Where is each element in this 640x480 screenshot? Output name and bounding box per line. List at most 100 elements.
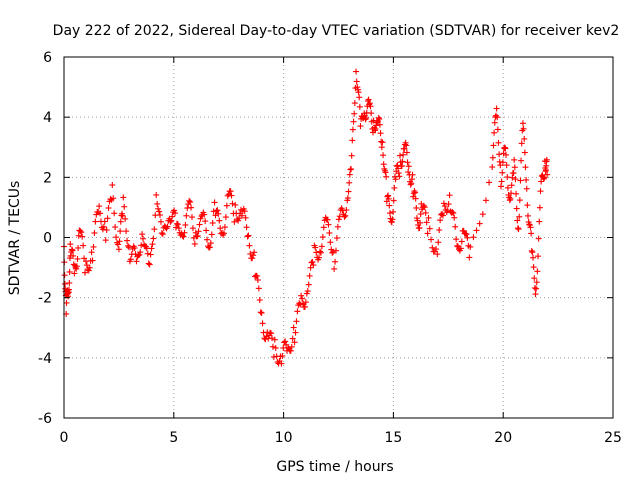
data-point <box>518 157 525 164</box>
y-tick-label: -2 <box>38 291 52 307</box>
data-point <box>407 181 414 188</box>
data-point <box>433 246 440 253</box>
data-point <box>444 207 451 214</box>
data-point <box>66 268 73 275</box>
data-point <box>258 309 265 316</box>
data-point <box>357 123 364 130</box>
data-point <box>521 135 528 142</box>
data-point <box>191 240 198 247</box>
data-point <box>436 226 443 233</box>
data-point <box>368 110 375 117</box>
data-point <box>378 138 385 145</box>
data-point <box>543 156 550 163</box>
data-point <box>378 144 385 151</box>
data-point <box>104 215 111 222</box>
y-tick-label: 2 <box>43 170 52 186</box>
data-point <box>408 180 415 187</box>
data-point <box>386 202 393 209</box>
data-point <box>385 192 392 199</box>
data-point <box>540 175 547 182</box>
data-point <box>247 250 254 257</box>
data-point <box>216 217 223 224</box>
data-point <box>70 261 77 268</box>
data-point <box>70 252 77 259</box>
data-point <box>526 221 533 228</box>
data-point <box>208 231 215 238</box>
data-point <box>398 162 405 169</box>
data-point <box>91 229 98 236</box>
data-point <box>506 197 513 204</box>
data-point <box>494 126 501 133</box>
data-point <box>377 130 384 137</box>
data-point <box>420 202 427 209</box>
data-point <box>310 262 317 269</box>
data-point <box>524 202 531 209</box>
data-point <box>425 214 432 221</box>
data-point <box>116 238 123 245</box>
data-point <box>355 89 362 96</box>
data-point <box>227 188 234 195</box>
data-point <box>333 235 340 242</box>
data-point <box>498 178 505 185</box>
data-point <box>408 176 415 183</box>
data-point <box>513 190 520 197</box>
data-point <box>389 216 396 223</box>
data-point <box>504 184 511 191</box>
data-point <box>439 212 446 219</box>
data-point <box>268 330 275 337</box>
data-point <box>318 243 325 250</box>
data-point <box>401 145 408 152</box>
data-point <box>513 205 520 212</box>
data-point <box>449 209 456 216</box>
data-point <box>380 152 387 159</box>
data-point <box>278 360 285 367</box>
data-point <box>458 238 465 245</box>
data-point <box>514 225 521 232</box>
data-point <box>272 344 279 351</box>
x-tick-label: 25 <box>604 430 622 446</box>
data-point <box>264 329 271 336</box>
data-point <box>344 195 351 202</box>
data-point <box>446 192 453 199</box>
data-point <box>188 214 195 221</box>
data-point <box>251 249 258 256</box>
data-point <box>124 237 131 244</box>
data-point <box>119 212 126 219</box>
data-point <box>470 234 477 241</box>
data-point <box>100 223 107 230</box>
data-point <box>222 214 229 221</box>
data-point <box>371 127 378 134</box>
data-point <box>291 339 298 346</box>
data-point <box>405 163 412 170</box>
data-point <box>404 159 411 166</box>
data-point <box>61 272 68 279</box>
data-point <box>109 182 116 189</box>
data-point <box>385 195 392 202</box>
data-point <box>74 255 81 262</box>
data-point <box>405 169 412 176</box>
data-point <box>515 226 522 233</box>
data-point <box>388 219 395 226</box>
data-point <box>348 166 355 173</box>
data-point <box>445 201 452 208</box>
data-point <box>522 164 529 171</box>
data-point <box>326 229 333 236</box>
data-point <box>120 194 127 201</box>
data-point <box>495 139 502 146</box>
data-point <box>173 220 180 227</box>
data-point <box>400 151 407 158</box>
data-point <box>524 212 531 219</box>
data-point <box>334 223 341 230</box>
data-point <box>125 244 132 251</box>
data-point <box>463 231 470 238</box>
data-point <box>476 220 483 227</box>
data-point <box>493 105 500 112</box>
data-point <box>544 171 551 178</box>
data-point <box>245 232 252 239</box>
data-point <box>366 100 373 107</box>
data-point <box>536 204 543 211</box>
data-point <box>412 195 419 202</box>
data-point <box>301 303 308 310</box>
data-point <box>434 251 441 258</box>
data-point <box>417 219 424 226</box>
